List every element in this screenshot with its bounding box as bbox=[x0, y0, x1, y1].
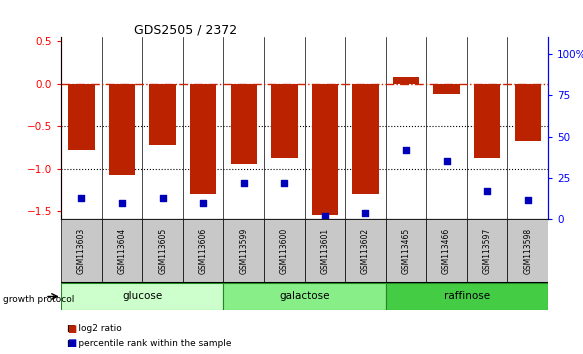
Bar bbox=[433, 84, 460, 94]
Point bbox=[361, 210, 370, 216]
Bar bbox=[474, 84, 500, 158]
Text: GSM113599: GSM113599 bbox=[239, 228, 248, 274]
Text: GSM113601: GSM113601 bbox=[321, 228, 329, 274]
Bar bbox=[304, 219, 345, 283]
Bar bbox=[312, 84, 338, 215]
Text: growth protocol: growth protocol bbox=[3, 295, 74, 304]
Bar bbox=[386, 219, 426, 283]
Text: GSM113600: GSM113600 bbox=[280, 228, 289, 274]
Text: raffinose: raffinose bbox=[444, 291, 490, 302]
Bar bbox=[271, 84, 297, 158]
Text: ■: ■ bbox=[67, 324, 76, 333]
Text: ■ percentile rank within the sample: ■ percentile rank within the sample bbox=[67, 339, 231, 348]
Point bbox=[320, 213, 329, 219]
Bar bbox=[352, 84, 378, 194]
Text: GSM113465: GSM113465 bbox=[402, 228, 410, 274]
Text: GSM113604: GSM113604 bbox=[118, 228, 127, 274]
Text: ■: ■ bbox=[67, 338, 76, 348]
Bar bbox=[231, 84, 257, 164]
Text: GDS2505 / 2372: GDS2505 / 2372 bbox=[134, 23, 237, 36]
Bar bbox=[345, 219, 386, 283]
Point bbox=[401, 147, 410, 153]
Text: ■ log2 ratio: ■ log2 ratio bbox=[67, 324, 122, 333]
Point bbox=[483, 188, 492, 194]
Bar bbox=[109, 84, 135, 175]
Bar bbox=[190, 84, 216, 194]
Bar bbox=[386, 283, 548, 310]
Bar bbox=[102, 219, 142, 283]
Bar bbox=[223, 219, 264, 283]
Bar bbox=[264, 219, 304, 283]
Bar bbox=[515, 84, 541, 142]
Bar bbox=[507, 219, 548, 283]
Bar bbox=[426, 219, 467, 283]
Bar bbox=[467, 219, 507, 283]
Point bbox=[117, 200, 127, 206]
Text: galactose: galactose bbox=[279, 291, 330, 302]
Bar bbox=[183, 219, 223, 283]
Bar bbox=[61, 283, 223, 310]
Bar bbox=[142, 219, 183, 283]
Bar bbox=[68, 84, 94, 150]
Bar bbox=[149, 84, 176, 145]
Point bbox=[158, 195, 167, 201]
Text: glucose: glucose bbox=[122, 291, 163, 302]
Text: GSM113606: GSM113606 bbox=[199, 228, 208, 274]
Point bbox=[239, 180, 248, 186]
Bar bbox=[223, 283, 386, 310]
Bar bbox=[393, 77, 419, 84]
Text: GSM113597: GSM113597 bbox=[483, 228, 491, 274]
Text: GSM113598: GSM113598 bbox=[523, 228, 532, 274]
Bar bbox=[61, 219, 102, 283]
Text: GSM113605: GSM113605 bbox=[158, 228, 167, 274]
Point bbox=[199, 200, 208, 206]
Text: GSM113466: GSM113466 bbox=[442, 228, 451, 274]
Point bbox=[442, 159, 451, 164]
Point bbox=[77, 195, 86, 201]
Point bbox=[523, 197, 532, 202]
Text: GSM113602: GSM113602 bbox=[361, 228, 370, 274]
Text: GSM113603: GSM113603 bbox=[77, 228, 86, 274]
Point bbox=[280, 180, 289, 186]
